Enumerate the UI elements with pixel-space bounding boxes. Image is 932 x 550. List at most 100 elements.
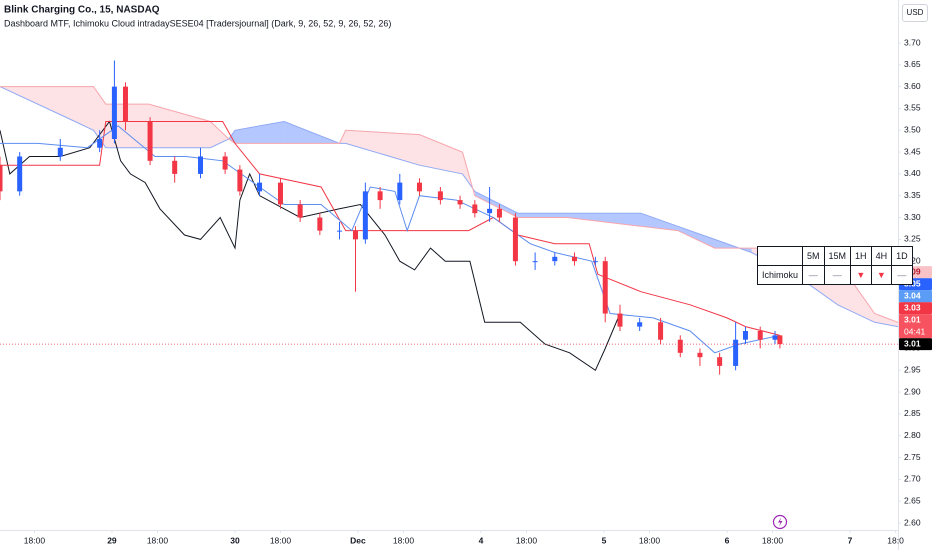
candle xyxy=(617,304,623,331)
table-header: 1H xyxy=(850,246,872,266)
y-tick-label: 3.60 xyxy=(904,81,921,91)
candle-body xyxy=(757,331,763,340)
candle-body xyxy=(552,256,558,262)
x-tick-label: 18:0 xyxy=(887,535,904,545)
candle-body xyxy=(297,204,303,218)
dashboard-table: 5M 15M 1H 4H 1D Ichimoku — — ▼ ▼ — xyxy=(756,246,913,285)
candle xyxy=(222,152,228,174)
table-header: 4H xyxy=(870,246,893,266)
candle-body xyxy=(437,191,443,201)
candle xyxy=(17,152,23,196)
candle-body xyxy=(733,339,739,366)
candle xyxy=(297,200,303,222)
x-tick-label: 18:00 xyxy=(24,535,46,545)
candle-body xyxy=(97,139,103,148)
candle xyxy=(733,322,739,371)
candle xyxy=(111,60,117,144)
indicator-line xyxy=(0,120,621,372)
y-tick-label: 3.40 xyxy=(904,168,921,178)
candle-body xyxy=(637,322,643,327)
y-tick-label: 2.85 xyxy=(904,408,921,418)
candle-body xyxy=(512,217,518,262)
table-header: 15M xyxy=(823,246,852,266)
price-badge xyxy=(899,314,932,339)
indicator-line xyxy=(0,125,781,354)
table-header-row: 5M 15M 1H 4H 1D xyxy=(756,246,913,266)
candle xyxy=(237,165,243,196)
x-tick-label: 7 xyxy=(848,535,853,545)
price-badge xyxy=(899,302,932,315)
signal-cell: ▼ xyxy=(870,265,893,285)
candle xyxy=(697,348,703,366)
candle-body xyxy=(457,200,463,205)
chart-subtitle: Dashboard MTF, Ichimoku Cloud intradaySE… xyxy=(4,18,391,28)
indicator-line xyxy=(0,121,781,336)
candle-body xyxy=(172,160,178,174)
candle xyxy=(397,173,403,205)
x-tick-label: 18:00 xyxy=(270,535,292,545)
candle-body xyxy=(742,331,748,340)
y-tick-label: 3.70 xyxy=(904,37,921,47)
currency-button[interactable]: USD xyxy=(902,4,928,22)
candle xyxy=(552,252,558,266)
chart-title: Blink Charging Co., 15, NASDAQ xyxy=(4,5,160,16)
candle-body xyxy=(17,156,23,192)
candle-body xyxy=(532,261,538,263)
price-badge xyxy=(899,338,932,351)
cloud-segment xyxy=(148,104,211,148)
candle xyxy=(317,213,323,235)
candle-body xyxy=(317,217,323,231)
y-tick-label: 2.60 xyxy=(904,517,921,527)
icon-circle xyxy=(772,514,788,530)
price-badge-label: 3.03 xyxy=(904,302,921,312)
signal-cell: — xyxy=(891,265,913,285)
candle-body xyxy=(337,230,343,232)
candle xyxy=(571,252,577,266)
cloud-segment xyxy=(234,121,285,144)
signal-cell: — xyxy=(802,265,825,285)
countdown-label: 04:41 xyxy=(904,326,926,336)
signal-cell: ▼ xyxy=(850,265,872,285)
plot xyxy=(0,60,899,375)
candle xyxy=(0,156,3,201)
x-tick-label: 18:00 xyxy=(639,535,661,545)
candle-body xyxy=(57,147,63,157)
candle-body xyxy=(496,208,502,218)
x-tick-label: 6 xyxy=(725,535,730,545)
cloud-segment xyxy=(677,226,715,249)
y-tick-label: 3.25 xyxy=(904,234,921,244)
candle-body xyxy=(122,86,128,122)
candle xyxy=(487,187,493,222)
candle xyxy=(257,173,263,196)
candle xyxy=(637,317,643,331)
candle-body xyxy=(472,204,478,214)
candle-body xyxy=(397,182,403,201)
candle xyxy=(416,178,422,196)
x-tick-label: 18:00 xyxy=(147,535,169,545)
cloud-segment xyxy=(567,213,604,222)
candle xyxy=(277,178,283,209)
candle xyxy=(512,213,518,266)
x-tick-label: Dec xyxy=(350,535,366,545)
candle xyxy=(337,221,343,240)
x-tick-label: 29 xyxy=(107,535,117,545)
y-tick-label: 3.45 xyxy=(904,146,921,156)
candle-body xyxy=(147,121,153,161)
y-tick-label: 3.35 xyxy=(904,190,921,200)
x-tick-label: 5 xyxy=(602,535,607,545)
x-tick-label: 18:00 xyxy=(393,535,415,545)
price-badge-label: 3.01 xyxy=(904,314,921,324)
candle-body xyxy=(0,165,3,192)
cloud-segment xyxy=(603,213,641,227)
y-tick-label: 3.55 xyxy=(904,103,921,113)
candle xyxy=(122,82,128,131)
cloud-segment xyxy=(210,121,229,148)
replay-icon[interactable] xyxy=(772,514,788,530)
cloud-segment xyxy=(93,86,106,148)
candle-body xyxy=(697,352,703,358)
candle-body xyxy=(717,357,723,366)
candle-body xyxy=(571,256,577,262)
y-tick-label: 3.30 xyxy=(904,212,921,222)
candle-body xyxy=(777,335,783,345)
table-row: Ichimoku — — ▼ ▼ — xyxy=(756,265,913,285)
